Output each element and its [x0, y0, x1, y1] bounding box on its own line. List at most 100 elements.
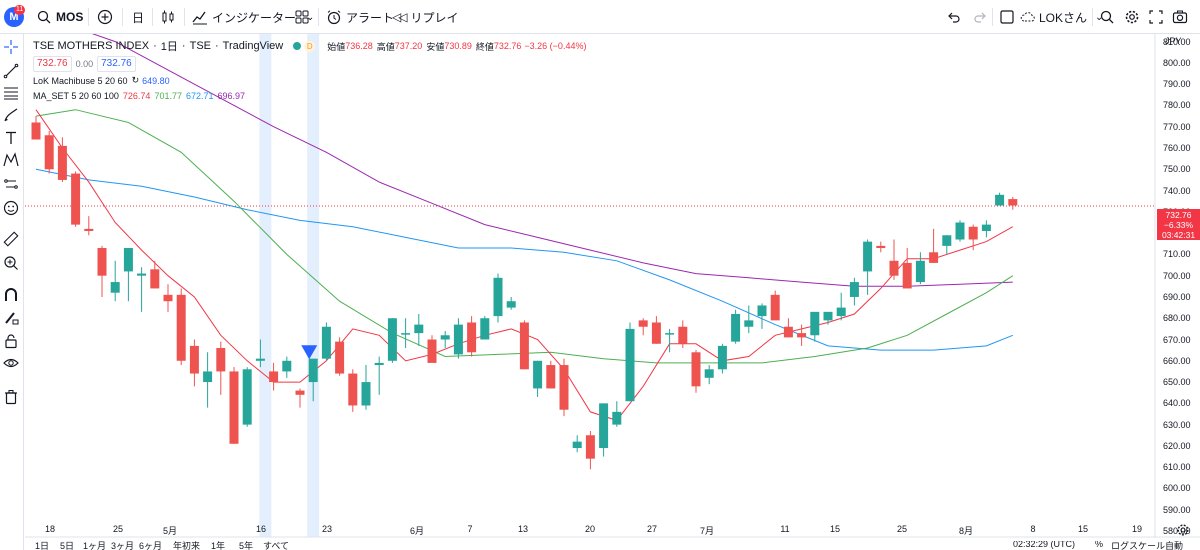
range-button[interactable]: 1ヶ月	[83, 541, 107, 550]
buy-price-button[interactable]: 732.76	[97, 56, 136, 72]
range-button[interactable]: すべて	[263, 541, 290, 550]
price-tick-label: 710.00	[1163, 249, 1191, 260]
candle-body	[810, 311, 820, 336]
replay-button[interactable]: ◁◁ リプレイ	[392, 0, 458, 34]
ruler-icon	[3, 231, 19, 252]
layout-button[interactable]	[999, 0, 1015, 34]
fullscreen-button[interactable]	[1148, 0, 1164, 34]
rewind-icon: ◁◁	[392, 10, 408, 24]
undo-button[interactable]	[946, 0, 962, 34]
candle-body	[57, 145, 67, 180]
bottom-toolbar: 1日 5日 1ヶ月 3ヶ月 6ヶ月 年初来 1年 5年 すべて 02:32:29 (UTC) %…	[25, 541, 1200, 550]
settings-button[interactable]	[1124, 0, 1140, 34]
interval-button[interactable]: 日	[132, 10, 145, 25]
quick-search-button[interactable]	[1099, 0, 1115, 34]
delete-tool[interactable]	[2, 389, 20, 408]
range-button[interactable]: 1日	[35, 541, 50, 550]
cloud-icon	[1020, 9, 1036, 25]
candle-body	[823, 311, 833, 321]
text-tool[interactable]	[2, 131, 20, 149]
chart-type-button[interactable]	[160, 0, 176, 34]
price-tick-label: 800.00	[1163, 57, 1191, 68]
account-label: LOKさん	[1039, 10, 1088, 25]
ruler-tool[interactable]	[2, 231, 20, 252]
close-value: 732.76	[493, 41, 522, 51]
brush-tool[interactable]	[2, 108, 20, 126]
percent-toggle[interactable]: %	[1095, 541, 1104, 549]
candle-body	[163, 294, 173, 302]
range-button[interactable]: 5年	[239, 541, 254, 550]
visibility-tool[interactable]	[2, 356, 20, 374]
crosshair-tool[interactable]	[2, 39, 20, 58]
pencil-lock-icon	[3, 310, 19, 331]
market-status-dot	[293, 42, 302, 50]
square-icon	[999, 9, 1015, 25]
candle-body	[915, 260, 925, 283]
account-menu[interactable]: LOKさん ⌄	[1020, 0, 1103, 34]
candle-body	[863, 241, 873, 272]
range-button[interactable]: 1年	[211, 541, 226, 550]
candle-body	[625, 328, 635, 402]
price-tick-label: 670.00	[1163, 334, 1191, 345]
undo-icon	[946, 9, 962, 25]
candle-body	[889, 260, 899, 276]
utc-clock[interactable]: 02:32:29 (UTC)	[1013, 541, 1076, 549]
axis-settings-button[interactable]	[1176, 523, 1190, 537]
candle-body	[295, 390, 305, 395]
candle-body	[493, 277, 503, 317]
redo-button[interactable]	[972, 0, 988, 34]
trendline-tool[interactable]	[2, 63, 20, 82]
price-tick-label: 770.00	[1163, 121, 1191, 132]
pattern-icon	[3, 151, 19, 173]
price-tick-label: 700.00	[1163, 270, 1191, 281]
candle-body	[995, 194, 1005, 206]
candle-body	[731, 313, 741, 342]
fib-tool[interactable]	[2, 86, 20, 104]
sell-price-button[interactable]: 732.76	[33, 56, 72, 72]
time-tick-label: 8	[1030, 524, 1036, 534]
candle-body	[612, 411, 622, 425]
candle-body	[150, 269, 160, 289]
log-scale-toggle[interactable]: ログスケール	[1111, 541, 1166, 550]
last-price-badge: 732.76 −6.33% 03:42:31	[1157, 209, 1200, 240]
indicator-legend-machibuse[interactable]: LoK Machibuse 5 20 60 ↻ 649.80	[33, 75, 170, 86]
range-button[interactable]: 5日	[60, 541, 75, 550]
currency-label[interactable]: JPY	[1165, 36, 1182, 46]
auto-scale-toggle[interactable]: 自動	[1165, 541, 1184, 550]
highlight-band	[307, 34, 320, 537]
indicator-legend-ma-set[interactable]: MA_SET 5 20 60 100 726.74 701.77 672.71 …	[33, 91, 245, 101]
time-tick-label: 25	[896, 524, 908, 534]
measure-tool[interactable]	[2, 177, 20, 195]
snapshot-button[interactable]	[1172, 0, 1188, 34]
candle-body	[216, 348, 226, 372]
price-tick-label: 690.00	[1163, 291, 1191, 302]
templates-button[interactable]	[294, 0, 310, 34]
compare-button[interactable]	[97, 0, 113, 34]
legend-source: TradingView	[222, 40, 284, 52]
price-tick-label: 600.00	[1163, 483, 1191, 494]
pattern-tool[interactable]	[2, 151, 20, 173]
range-button[interactable]: 年初来	[173, 541, 201, 550]
chevron-down-icon: ⌄	[1095, 11, 1104, 23]
legend-interval: 1日	[160, 41, 178, 53]
candle-body	[269, 371, 279, 383]
range-button[interactable]: 3ヶ月	[111, 541, 135, 550]
alert-button[interactable]: アラート	[326, 0, 394, 34]
emoji-tool[interactable]	[2, 200, 20, 219]
candles-icon	[160, 9, 176, 25]
range-button[interactable]: 6ヶ月	[139, 541, 163, 550]
lock-tool[interactable]	[2, 333, 20, 352]
chart-pane[interactable]: TSE MOTHERS INDEX · 1日 · TSE · TradingVi…	[25, 34, 1200, 550]
candle-body	[691, 352, 701, 387]
indicators-button[interactable]: インジケーター ⌄	[192, 0, 314, 34]
symbol-search[interactable]: MOS	[36, 0, 83, 34]
lock-drawings-tool[interactable]	[2, 311, 20, 329]
gear-icon	[1124, 9, 1140, 25]
price-tick-label: 590.00	[1163, 504, 1191, 515]
candle-body	[717, 345, 727, 370]
zoom-tool[interactable]	[2, 255, 20, 274]
magnet-tool[interactable]	[2, 287, 20, 306]
low-label: 安値	[426, 41, 445, 52]
candle-body	[546, 365, 556, 389]
price-chart[interactable]	[25, 34, 1200, 550]
